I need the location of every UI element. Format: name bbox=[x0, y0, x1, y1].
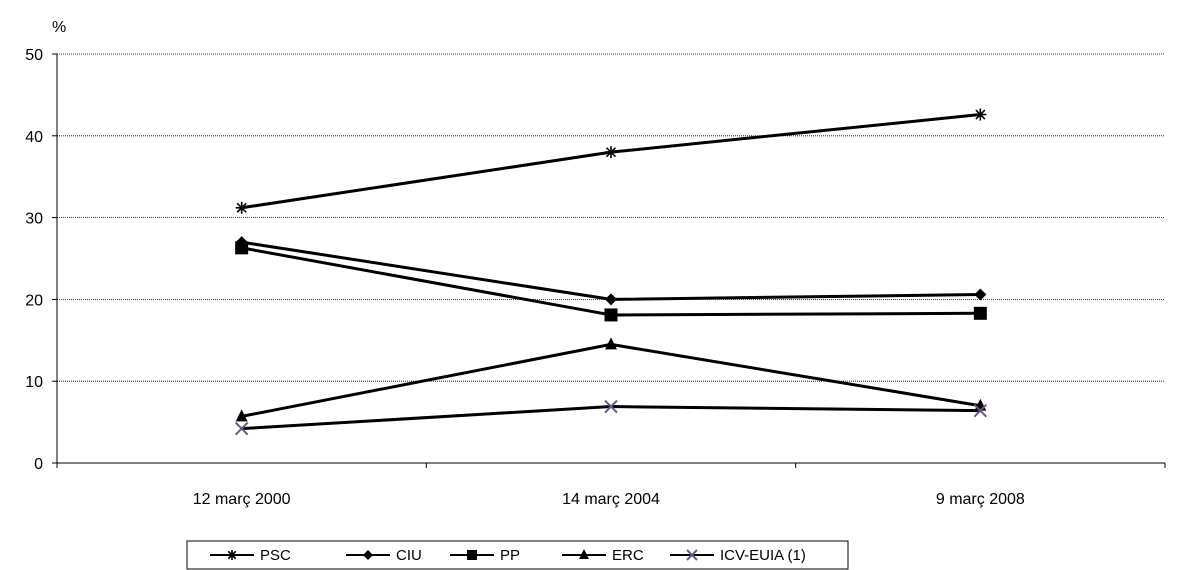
legend-item: PP bbox=[450, 547, 520, 564]
legend-label: CIU bbox=[396, 547, 422, 564]
legend-item: ICV-EUIA (1) bbox=[670, 547, 806, 564]
data-point bbox=[604, 399, 618, 414]
axis-layer: 0 10 20 30 40 50% 12 març 2000 14 març 2004 9 ma… bbox=[25, 19, 1166, 508]
series-line bbox=[241, 405, 981, 431]
data-point bbox=[605, 337, 617, 350]
data-point bbox=[973, 306, 987, 320]
series-line bbox=[241, 113, 981, 210]
x-tick-label: 9 març 2008 bbox=[936, 491, 1025, 508]
series-layer bbox=[234, 108, 988, 436]
data-point bbox=[686, 549, 698, 561]
series-pp bbox=[235, 241, 987, 322]
series-line bbox=[241, 240, 981, 301]
data-point bbox=[604, 308, 618, 322]
series-psc bbox=[235, 108, 987, 214]
legend-label: ICV-EUIA (1) bbox=[720, 547, 806, 564]
legend-item: PSC bbox=[210, 547, 291, 564]
y-tick-label: 50 bbox=[25, 47, 43, 64]
data-point bbox=[235, 241, 249, 255]
series-icv-euia-1 bbox=[234, 399, 988, 436]
legend-item: CIU bbox=[346, 547, 422, 564]
y-tick-label: 10 bbox=[25, 374, 43, 391]
y-tick-label: 40 bbox=[25, 129, 43, 146]
data-point bbox=[235, 409, 248, 422]
legend-label: PSC bbox=[260, 547, 291, 564]
y-tick-label: 30 bbox=[25, 211, 43, 228]
legend: PSC CIU PP ERC ICV-EUIA (1) bbox=[186, 540, 849, 570]
grid-layer bbox=[57, 53, 1165, 382]
legend-item: ERC bbox=[562, 547, 644, 564]
data-point bbox=[973, 403, 988, 418]
data-point bbox=[363, 550, 373, 560]
y-tick-label: 0 bbox=[34, 456, 43, 473]
legend-label: ERC bbox=[612, 547, 644, 564]
data-point bbox=[974, 108, 987, 121]
data-point bbox=[605, 293, 617, 306]
data-point bbox=[605, 146, 617, 159]
x-tick-label: 14 març 2004 bbox=[562, 491, 660, 508]
legend-label: PP bbox=[500, 547, 520, 564]
data-point bbox=[467, 550, 477, 560]
data-point bbox=[227, 550, 237, 560]
legend-box bbox=[186, 540, 849, 570]
data-point bbox=[974, 288, 987, 301]
data-point bbox=[234, 421, 249, 436]
data-point bbox=[235, 201, 248, 214]
x-tick-label: 12 març 2000 bbox=[193, 491, 291, 508]
series-ciu bbox=[235, 236, 987, 306]
data-point bbox=[579, 549, 589, 559]
y-tick-label: 20 bbox=[25, 292, 43, 309]
y-axis-label: % bbox=[52, 19, 66, 36]
